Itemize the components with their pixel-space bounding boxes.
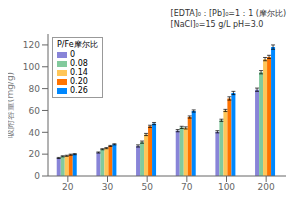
html-text:0: 0	[70, 50, 76, 59]
svg-text:120: 120	[23, 40, 40, 50]
html-text:[NaCl]₀=15 g/L pH=3.0: [NaCl]₀=15 g/L pH=3.0	[170, 20, 264, 29]
svg-text:30: 30	[102, 182, 114, 192]
svg-text:100: 100	[218, 182, 235, 192]
svg-text:40: 40	[29, 128, 41, 138]
svg-text:吸附容量(mg/g): 吸附容量(mg/g)	[8, 72, 15, 138]
html-text:P/Fe摩尔比: P/Fe摩尔比	[57, 40, 98, 49]
html-text:[EDTA]₀：[Pb]₀=1：1 (摩尔比): [EDTA]₀：[Pb]₀=1：1 (摩尔比)	[170, 9, 286, 18]
html-text:0.20: 0.20	[70, 77, 88, 86]
html-text:0.26: 0.26	[70, 86, 88, 95]
svg-text:20: 20	[29, 149, 41, 159]
svg-text:80: 80	[29, 84, 41, 94]
svg-text:50: 50	[141, 182, 153, 192]
svg-text:0: 0	[34, 171, 40, 181]
svg-text:100: 100	[23, 62, 40, 72]
svg-text:70: 70	[181, 182, 193, 192]
html-text:0.08: 0.08	[70, 59, 88, 68]
svg-text:60: 60	[29, 106, 41, 116]
svg-text:20: 20	[62, 182, 74, 192]
svg-text:200: 200	[258, 182, 275, 192]
html-text:0.14: 0.14	[70, 68, 88, 77]
